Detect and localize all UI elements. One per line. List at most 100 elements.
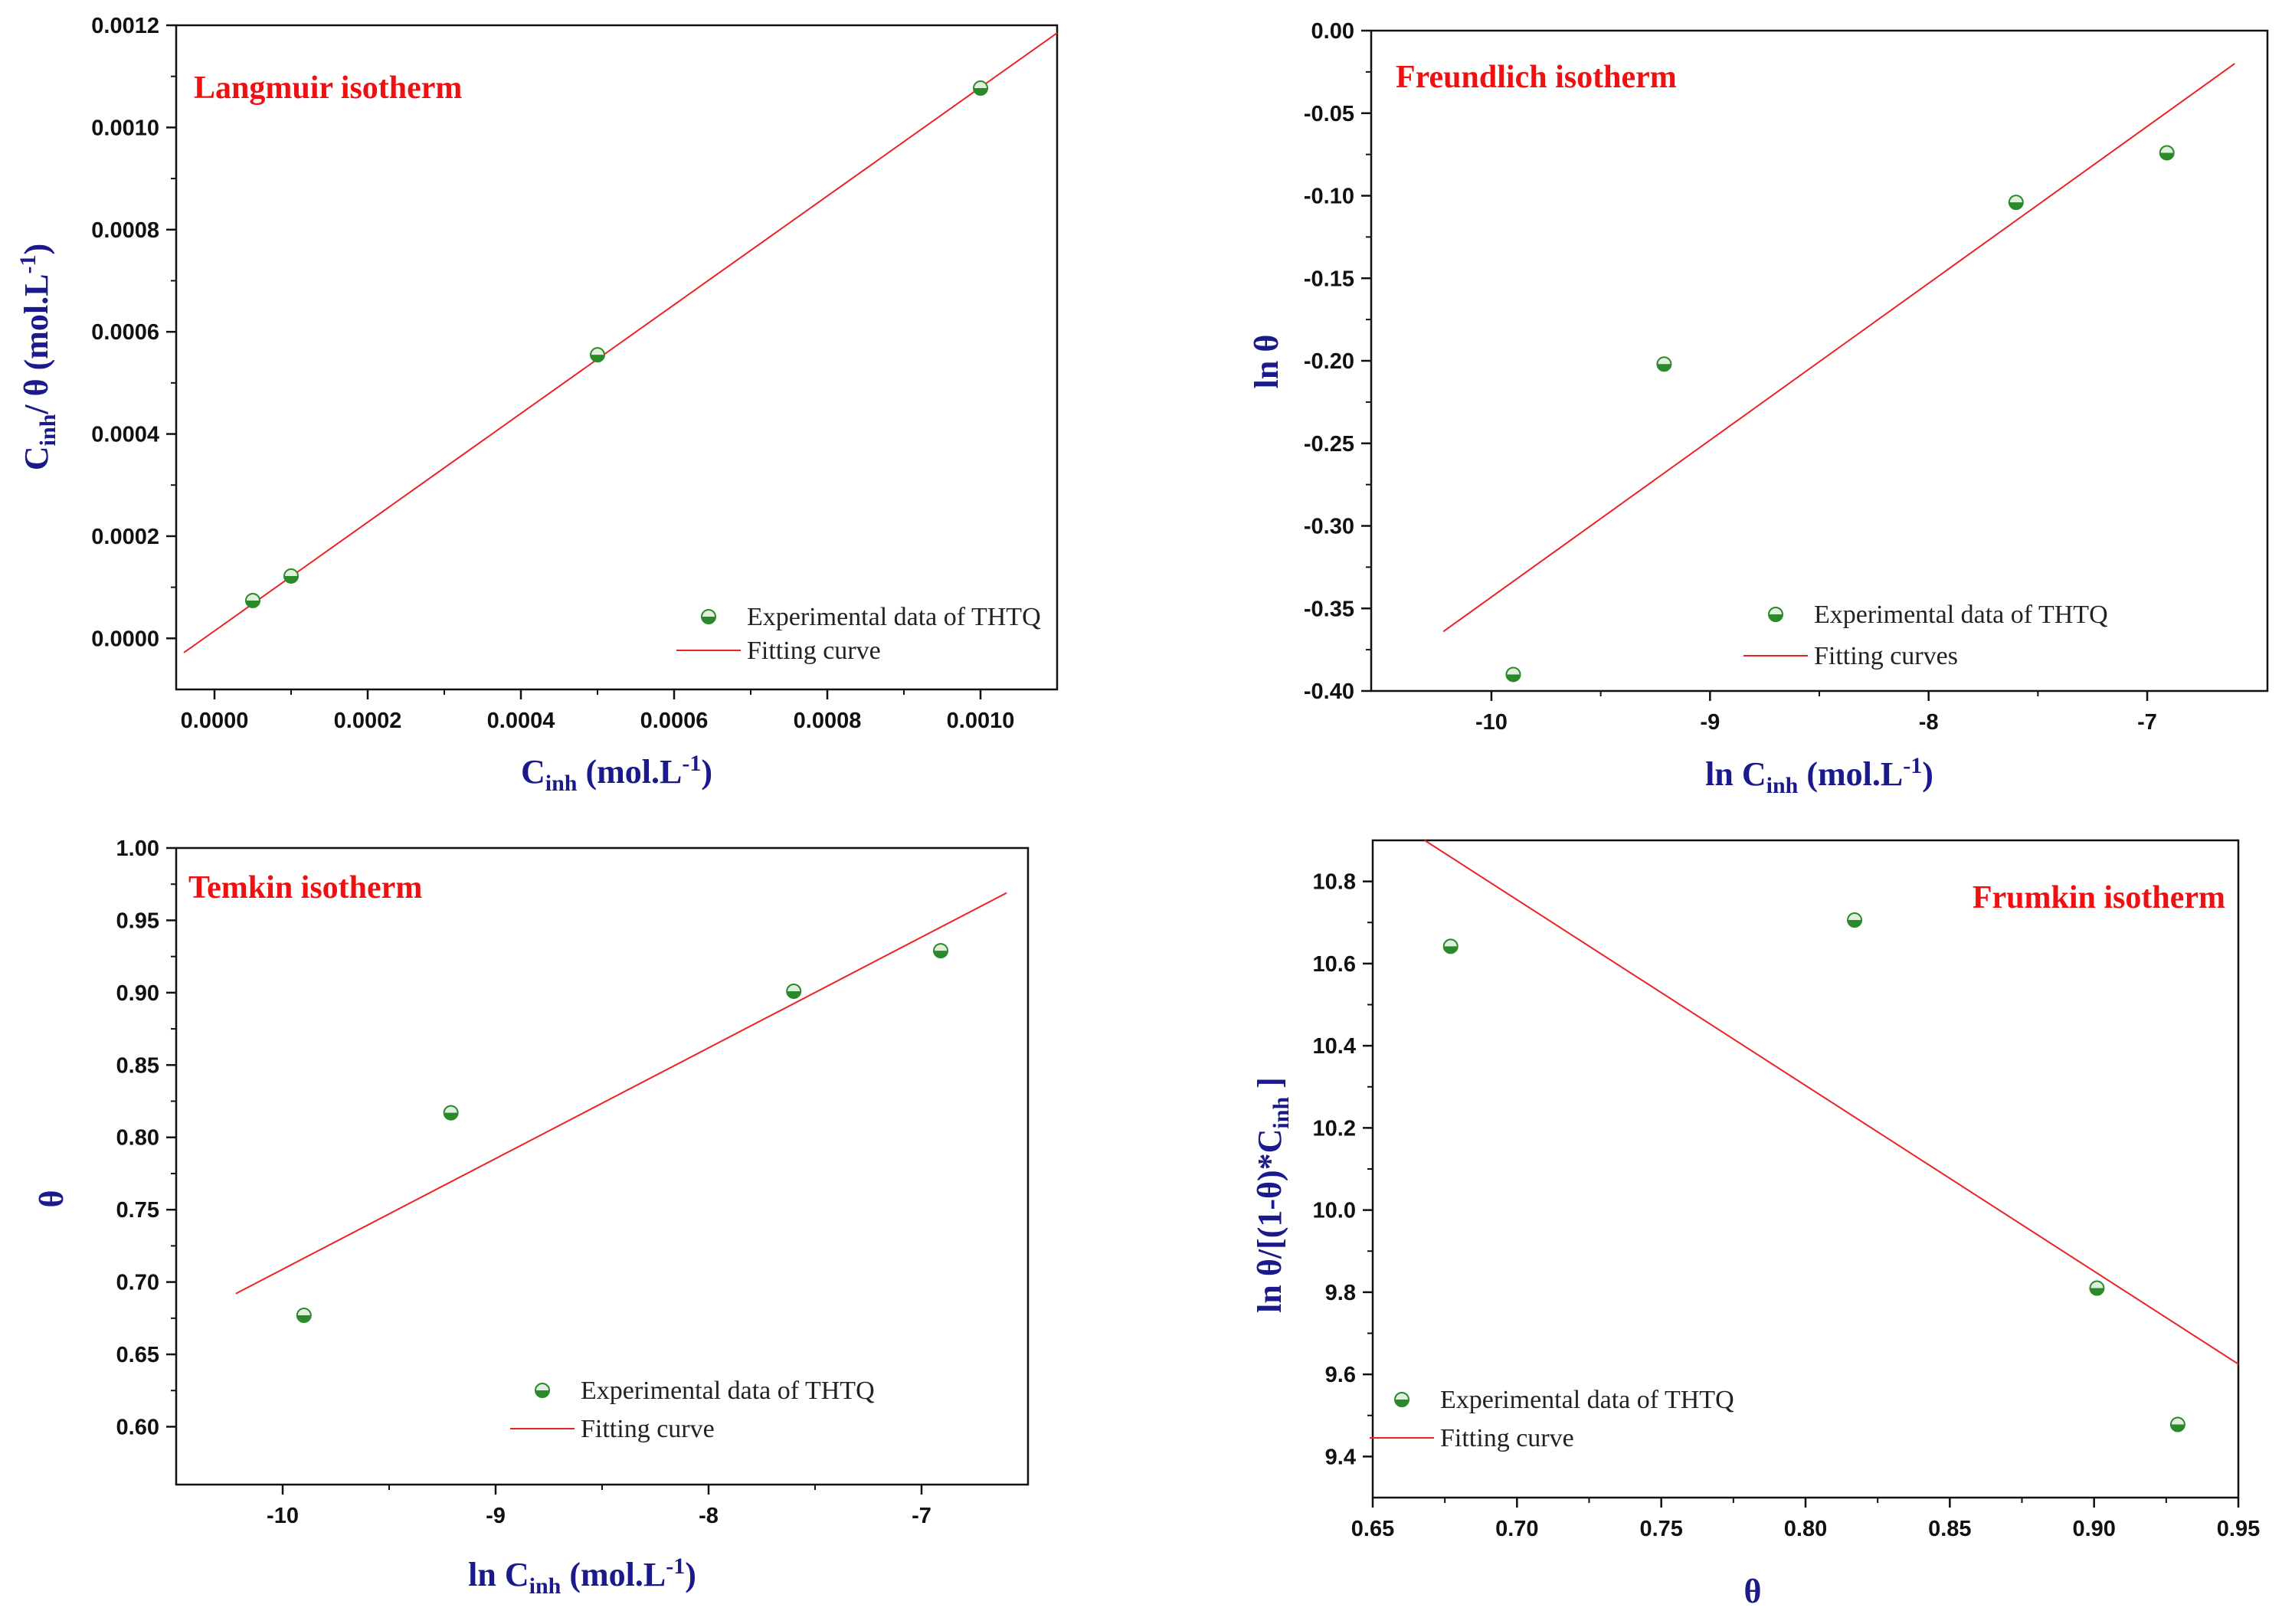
marker-fill [934,951,948,958]
x-tick-label: -8 [699,1504,719,1528]
y-tick-label: 1.00 [116,837,159,861]
marker-fill [444,1112,458,1120]
marker-fill [2170,1424,2185,1432]
marker-fill [974,88,987,96]
legend-label-fit: Fitting curves [1814,642,1958,670]
marker-fill [2090,1288,2104,1295]
legend-label-points: Experimental data of THTQ [1440,1386,1734,1414]
y-tick-label: 0.95 [116,909,159,933]
y-tick-label: 0.00 [1311,19,1354,44]
data-point [933,943,949,959]
data-point [2169,1416,2185,1432]
legend-label-points: Experimental data of THTQ [747,603,1041,631]
legend-label-points: Experimental data of THTQ [581,1377,875,1405]
data-point [973,80,988,97]
y-tick-label: 0.80 [116,1126,159,1151]
fit-line [1442,63,2235,633]
data-point [2089,1280,2105,1296]
x-tick-label: -7 [912,1504,931,1528]
y-tick-label: 0.70 [116,1271,159,1295]
chart-langmuir: 0.0000 0.0002 0.0004 0.0006 0.0008 0.0010 0.00… [15,14,1059,796]
y-tick-label: 0.0004 [91,423,159,447]
y-tick-label: 0.65 [116,1343,159,1367]
data-point [590,347,605,363]
x-axis-label: Cinh (mol.L-1) [521,751,712,796]
fit-line [235,892,1007,1295]
marker-fill [284,575,298,583]
y-tick-label: 9.4 [1325,1445,1356,1469]
legend-marker-points [701,609,716,624]
x-tick-label: 0.75 [1639,1517,1682,1541]
x-axis-label: ln Cinh (mol.L-1) [1705,753,1933,798]
y-tick-label: 0.0006 [91,320,159,345]
legend-marker-points [1394,1392,1409,1407]
marker-fill [1506,674,1521,682]
y-tick-label: -0.15 [1304,267,1354,291]
y-tick-label: -0.25 [1304,432,1354,457]
panel-title: Temkin isotherm [188,870,422,905]
chart-frumkin: 0.65 0.70 0.75 0.80 0.85 0.90 0.95 9.4 9.6 9.8 10.… [1251,839,2260,1610]
y-axis-label: ln θ/[(1-θ)*Cinh ] [1251,1077,1294,1313]
x-tick-label: -8 [1919,710,1939,735]
x-tick-label: 0.0008 [794,709,862,733]
y-tick-label: 9.6 [1325,1363,1356,1387]
x-tick-label: 0.65 [1351,1517,1394,1541]
marker-fill [787,990,801,998]
y-tick-label: 0.0002 [91,525,159,549]
x-tick-label: 0.0000 [181,709,249,733]
panel-title: Langmuir isotherm [194,70,462,106]
y-tick-label: 10.0 [1313,1199,1356,1223]
y-tick-label: 0.85 [116,1053,159,1078]
data-point [1442,938,1459,954]
y-tick-label: 0.0000 [91,627,159,651]
x-tick-label: 0.0002 [334,709,402,733]
fit-line [1424,840,2239,1365]
y-tick-label: -0.40 [1304,679,1354,704]
marker-fill [702,617,715,624]
x-tick-label: 0.95 [2217,1517,2260,1541]
y-tick-label: 10.2 [1313,1116,1356,1141]
data-point [296,1308,312,1324]
panel-title: Frumkin isotherm [1973,880,2225,915]
plot-frame [175,24,1059,691]
y-axis-label: θ [33,1190,70,1208]
chart-freundlich: -10 -9 -8 -7 -0.40 -0.35 -0.30 -0.25 -0.20 -0.15 -… [1248,19,2269,798]
legend: Experimental data of THTQ Fitting curve [676,603,1041,665]
panel-title: Freundlich isotherm [1396,60,1677,95]
legend: Experimental data of THTQ Fitting curve [510,1377,875,1443]
data-point [786,983,802,999]
data-point [2159,145,2175,161]
x-axis-label: θ [1744,1573,1762,1610]
y-tick-label: -0.10 [1304,185,1354,209]
x-tick-label: -9 [1700,710,1720,735]
legend-label-fit: Fitting curve [1440,1424,1574,1452]
y-tick-label: 0.75 [116,1198,159,1223]
marker-fill [1848,920,1862,928]
data-point [1505,666,1521,683]
data-point [1847,912,1863,928]
legend-label-fit: Fitting curve [747,637,881,665]
data-point [2008,195,2024,211]
marker-fill [591,355,604,362]
x-axis-label: ln Cinh (mol.L-1) [468,1554,696,1599]
marker-fill [246,600,260,607]
marker-fill [1443,946,1458,954]
y-tick-label: 0.90 [116,981,159,1006]
chart-temkin: -10 -9 -8 -7 0.60 0.65 0.70 0.75 0.80 0.85 0.90 0.9… [33,837,1030,1599]
y-tick-label: 10.6 [1313,952,1356,977]
y-axis-label: Cinh/ θ (mol.L-1) [15,244,61,470]
marker-fill [535,1390,549,1397]
marker-fill [2009,202,2023,210]
x-tick-label: -10 [267,1504,299,1528]
marker-fill [1395,1400,1409,1406]
y-tick-label: 0.60 [116,1415,159,1439]
x-tick-label: 0.85 [1928,1517,1971,1541]
x-tick-label: -9 [486,1504,506,1528]
legend-label-fit: Fitting curve [581,1415,715,1443]
legend: Experimental data of THTQ Fitting curves [1743,601,2108,670]
y-tick-label: 0.0010 [91,116,159,140]
marker-fill [1769,614,1783,621]
marker-fill [296,1315,311,1323]
y-tick-label: -0.20 [1304,349,1354,374]
